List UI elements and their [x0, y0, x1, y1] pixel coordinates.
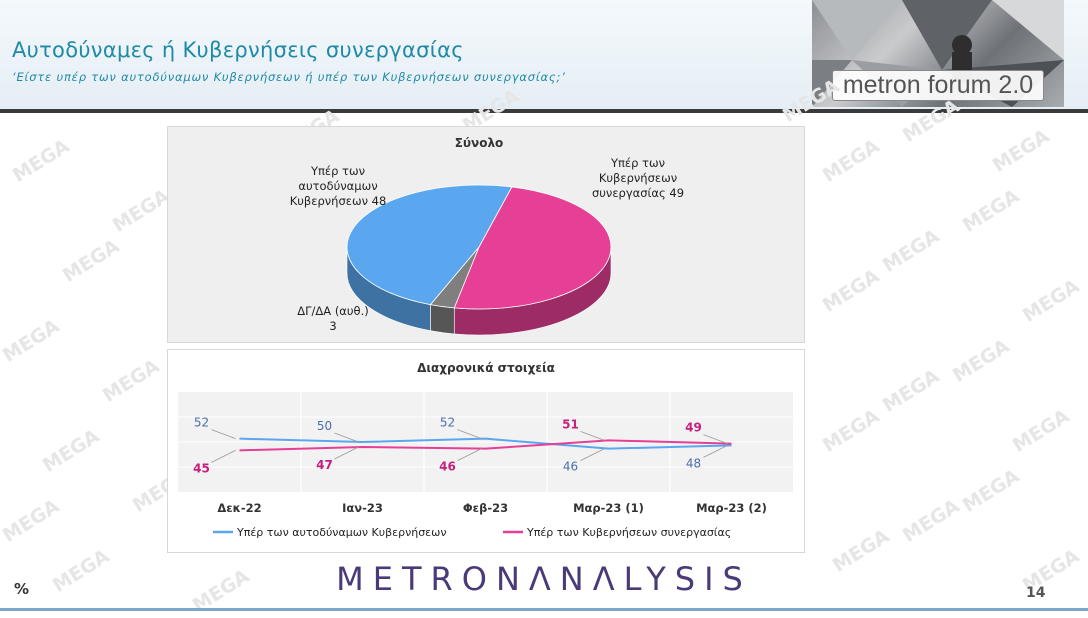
label-leader	[580, 430, 605, 441]
pie-slice	[346, 184, 513, 306]
watermark-text: MEGA	[1008, 405, 1074, 457]
pie-label: Κυβερνήσεων 48	[290, 194, 387, 208]
watermark-text: MEGA	[898, 495, 964, 547]
data-label: 47	[316, 458, 333, 472]
data-label: 46	[439, 460, 456, 474]
label-leader	[334, 432, 359, 443]
brand-banner: metron forum 2.0	[812, 0, 1064, 107]
watermark-text: MEGA	[8, 135, 74, 187]
x-tick-label: Μαρ-23 (2)	[696, 501, 767, 515]
x-tick-label: Ιαν-23	[342, 501, 383, 515]
line-chart-title: Διαχρονικά στοιχεία	[417, 361, 555, 375]
pie-title: Σύνολο	[455, 136, 504, 150]
data-label: 50	[317, 419, 332, 433]
watermark-text: MEGA	[0, 495, 64, 547]
x-tick-label: Δεκ-22	[217, 501, 261, 515]
footer-divider	[0, 608, 1088, 611]
x-tick-label: Φεβ-23	[463, 501, 508, 515]
metron-analysis-logo: METRONΛNΛLYSIS	[336, 560, 752, 598]
pie-label: αυτοδύναμων	[298, 179, 377, 193]
watermark-text: MEGA	[38, 425, 104, 477]
x-tick-label: Μαρ-23 (1)	[573, 501, 644, 515]
watermark-text: MEGA	[818, 135, 884, 187]
pie-label: Υπέρ των	[610, 156, 665, 170]
watermark-text: MEGA	[948, 335, 1014, 387]
brand-name: metron forum 2.0	[831, 70, 1045, 101]
data-label: 49	[685, 421, 702, 435]
watermark-text: MEGA	[1018, 275, 1084, 327]
watermark-text: MEGA	[98, 355, 164, 407]
pie-label: Υπέρ των	[310, 164, 365, 178]
label-leader	[580, 448, 605, 462]
watermark-text: MEGA	[878, 225, 944, 277]
watermark-text: MEGA	[988, 125, 1054, 177]
watermark-text: MEGA	[818, 265, 884, 317]
watermark-text: MEGA	[0, 315, 64, 367]
page-number: 14	[1026, 585, 1046, 601]
data-label: 48	[686, 456, 701, 470]
pie-label: 3	[329, 319, 336, 333]
watermark-text: MEGA	[818, 405, 884, 457]
data-label: 46	[563, 460, 578, 474]
label-leader	[457, 448, 482, 462]
legend-label: Υπέρ των αυτοδύναμων Κυβερνήσεων	[236, 526, 446, 539]
pie-slice-side	[430, 304, 455, 335]
data-label: 45	[193, 461, 210, 475]
pie-label: ΔΓ/ΔΑ (αυθ.)	[297, 304, 368, 318]
slide-subtitle: ‘Είστε υπέρ των αυτοδύναμων Κυβερνήσεων …	[12, 70, 566, 84]
label-leader	[211, 429, 236, 440]
slide-header: Αυτοδύναμες ή Κυβερνήσεις συνεργασίας ‘Ε…	[0, 0, 1088, 110]
pie-label: συνεργασίας 49	[592, 186, 684, 200]
unit-label: %	[14, 580, 30, 598]
label-leader	[703, 444, 728, 458]
label-leader	[334, 446, 359, 460]
label-leader	[457, 429, 482, 440]
slide-title: Αυτοδύναμες ή Κυβερνήσεις συνεργασίας	[12, 38, 464, 62]
pie-slice	[453, 186, 612, 310]
data-label: 52	[194, 416, 209, 430]
data-label: 51	[562, 417, 579, 431]
watermark-text: MEGA	[108, 185, 174, 237]
legend-label: Υπέρ των Κυβερνήσεων συνεργασίας	[526, 526, 731, 539]
label-leader	[703, 434, 728, 445]
watermark-text: MEGA	[878, 365, 944, 417]
series-line	[239, 439, 732, 452]
header-divider	[0, 109, 1088, 113]
watermark-text: MEGA	[958, 465, 1024, 517]
data-label: 52	[440, 416, 455, 430]
label-leader	[211, 449, 236, 463]
watermark-text: MEGA	[958, 185, 1024, 237]
pie-label: Κυβερνήσεων	[599, 171, 677, 185]
pie-chart-panel: Σύνολο Υπέρ των Κυβερνήσεων συνεργασίας 49 Δ…	[167, 126, 805, 343]
line-chart: Διαχρονικά στοιχεία 52 50 52 46 48 45 47 46 51 49 Δ…	[178, 361, 793, 539]
watermark-text: MEGA	[58, 235, 124, 287]
series-line	[239, 437, 732, 450]
line-chart-panel: Διαχρονικά στοιχεία 52 50 52 46 48 45 47 46 51 49 Δ…	[167, 349, 805, 553]
